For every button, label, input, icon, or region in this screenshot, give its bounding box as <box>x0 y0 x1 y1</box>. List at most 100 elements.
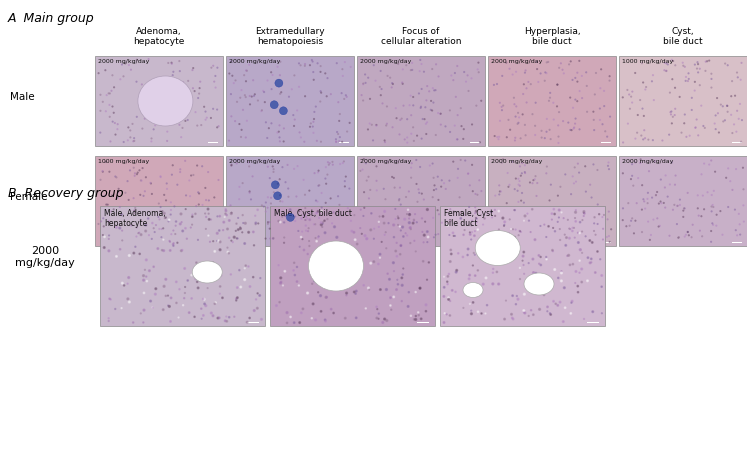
Point <box>128 135 140 143</box>
Point <box>464 301 476 308</box>
Point <box>357 82 369 89</box>
Point <box>530 100 542 107</box>
Point <box>462 252 474 259</box>
Point <box>414 164 426 171</box>
Point <box>353 267 365 274</box>
Point <box>579 163 591 170</box>
Point <box>299 61 311 69</box>
Point <box>588 117 600 124</box>
Point <box>655 176 667 184</box>
Point <box>673 234 685 241</box>
Point <box>586 239 598 247</box>
Point <box>421 120 433 127</box>
Point <box>312 168 324 175</box>
Point <box>258 203 270 211</box>
Point <box>488 82 500 89</box>
Point <box>164 212 176 219</box>
Point <box>662 193 674 201</box>
Point <box>231 221 243 228</box>
Point <box>598 88 610 95</box>
Point <box>388 234 400 241</box>
Point <box>603 166 615 173</box>
Point <box>408 316 420 323</box>
Point <box>309 221 321 228</box>
Point <box>513 115 525 122</box>
Point <box>364 96 376 103</box>
Point <box>140 257 152 264</box>
Point <box>578 210 590 217</box>
Point <box>518 307 530 314</box>
Text: B  Recovery group: B Recovery group <box>8 187 123 199</box>
Point <box>241 68 253 75</box>
Point <box>421 276 433 284</box>
Point <box>274 73 286 80</box>
Point <box>262 164 274 171</box>
Point <box>401 211 413 218</box>
Point <box>730 166 742 173</box>
Point <box>145 298 157 305</box>
Point <box>476 310 488 318</box>
Point <box>160 197 172 204</box>
Point <box>146 220 158 227</box>
Point <box>669 173 681 180</box>
Point <box>695 103 707 110</box>
Point <box>539 69 551 77</box>
Point <box>388 268 400 275</box>
Point <box>323 162 335 169</box>
Point <box>301 216 313 223</box>
Point <box>240 78 252 86</box>
Point <box>279 179 291 186</box>
Point <box>373 310 385 318</box>
Point <box>255 108 267 115</box>
Text: 1000 mg/kg/day: 1000 mg/kg/day <box>622 59 673 64</box>
Point <box>447 159 459 166</box>
Point <box>163 218 175 226</box>
Point <box>164 247 176 254</box>
Point <box>397 67 409 74</box>
Point <box>440 186 452 193</box>
Point <box>552 275 564 282</box>
Point <box>246 94 258 101</box>
Point <box>317 272 329 279</box>
Point <box>564 95 576 102</box>
Point <box>630 200 642 207</box>
Point <box>329 224 341 231</box>
Point <box>114 77 126 84</box>
Point <box>366 122 378 129</box>
Point <box>666 76 678 83</box>
Point <box>378 220 390 227</box>
Point <box>111 126 123 133</box>
Point <box>295 234 307 241</box>
Point <box>320 294 332 301</box>
Point <box>534 223 546 230</box>
Point <box>371 304 382 311</box>
Point <box>116 212 128 219</box>
Point <box>452 175 464 182</box>
Point <box>315 221 327 229</box>
Point <box>313 182 325 189</box>
Point <box>408 218 420 226</box>
Point <box>544 127 556 134</box>
Point <box>529 132 541 139</box>
Point <box>467 299 479 306</box>
Text: Focus of
cellular alteration: Focus of cellular alteration <box>381 27 461 46</box>
Point <box>95 218 107 226</box>
Point <box>279 235 291 242</box>
Point <box>692 133 704 140</box>
Point <box>567 225 579 232</box>
Point <box>412 186 424 193</box>
Point <box>232 284 244 291</box>
Point <box>305 120 317 128</box>
Point <box>177 228 189 235</box>
Point <box>441 222 453 229</box>
Point <box>509 186 521 193</box>
Point <box>312 183 324 190</box>
Point <box>381 317 393 324</box>
Point <box>642 196 654 203</box>
Point <box>173 286 185 293</box>
Point <box>457 136 469 143</box>
Point <box>170 231 182 238</box>
Point <box>261 78 273 85</box>
Point <box>179 98 191 105</box>
Point <box>689 124 701 132</box>
